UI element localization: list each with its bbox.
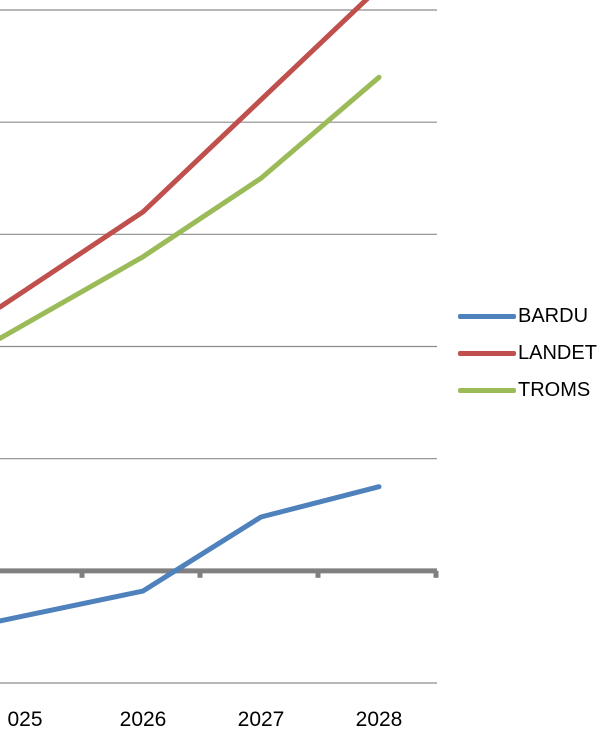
series-line-landet xyxy=(0,0,370,310)
x-tick-label: 2028 xyxy=(356,708,403,731)
series-line-troms xyxy=(0,74,382,341)
legend-label-troms: TROMS xyxy=(518,379,591,401)
legend-swatch-troms xyxy=(458,388,516,393)
legend-label-landet: LANDET xyxy=(518,342,597,364)
legend-swatch-landet xyxy=(458,351,516,356)
legend-item-troms: TROMS xyxy=(458,372,597,409)
legend-label-bardu: BARDU xyxy=(518,305,589,327)
series-lines xyxy=(0,0,382,624)
legend-swatch-bardu xyxy=(458,314,516,319)
series-line-bardu xyxy=(0,484,382,624)
category-axis xyxy=(0,568,439,578)
legend: BARDU LANDET TROMS xyxy=(458,298,597,409)
gridlines xyxy=(0,9,437,684)
x-tick-label: 025 xyxy=(7,708,42,731)
legend-item-bardu: BARDU xyxy=(458,298,597,335)
x-tick-label: 2026 xyxy=(120,708,167,731)
x-tick-label: 2027 xyxy=(238,708,285,731)
category-tick-labels: 025 2026 2027 2028 xyxy=(7,708,402,731)
legend-item-landet: LANDET xyxy=(458,335,597,372)
